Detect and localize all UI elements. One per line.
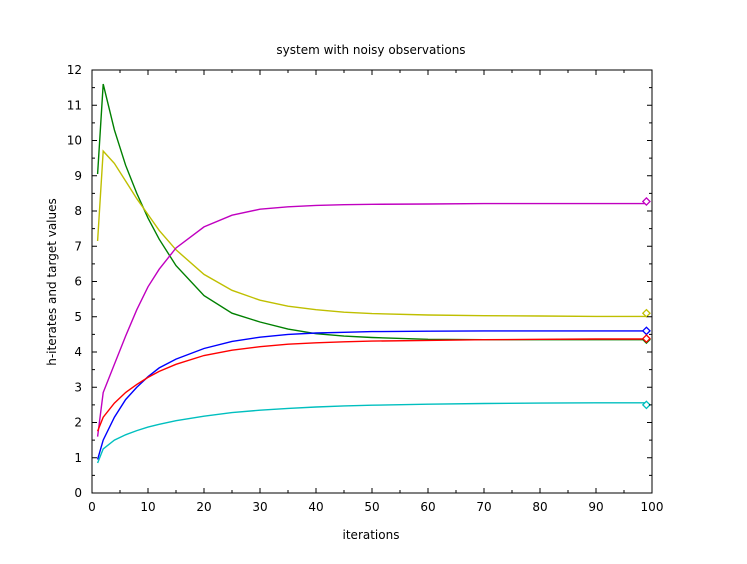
series-line-6 — [96, 402, 647, 464]
target-marker-2 — [641, 308, 651, 318]
x-tick-label: 90 — [588, 500, 603, 514]
y-tick-label: 11 — [67, 98, 82, 112]
x-tick-label: 40 — [308, 500, 323, 514]
target-marker-6 — [641, 400, 651, 410]
chart-title: system with noisy observations — [276, 43, 465, 57]
y-tick-label: 2 — [74, 416, 82, 430]
x-tick-label: 50 — [364, 500, 379, 514]
series-line-2 — [96, 149, 647, 318]
x-axis-label: iterations — [343, 528, 400, 542]
y-tick-label: 5 — [74, 310, 82, 324]
series-layer — [96, 83, 647, 464]
x-tick-label: 60 — [420, 500, 435, 514]
x-tick-label: 0 — [88, 500, 96, 514]
y-tick-label: 0 — [74, 486, 82, 500]
y-tick-label: 12 — [67, 63, 82, 77]
series-line-1 — [96, 83, 647, 341]
y-axis-label: h-iterates and target values — [45, 198, 59, 366]
y-tick-label: 8 — [74, 204, 82, 218]
y-tick-label: 9 — [74, 169, 82, 183]
target-marker-3 — [641, 196, 651, 207]
series-line-3 — [96, 202, 647, 437]
series-line-4 — [96, 330, 647, 460]
x-tick-label: 10 — [140, 500, 155, 514]
series-line-5 — [96, 338, 647, 432]
x-tick-label: 70 — [476, 500, 491, 514]
plot-frame — [91, 69, 653, 494]
target-marker-layer — [641, 196, 651, 410]
x-tick-label: 100 — [641, 500, 664, 514]
x-axis-ticks: 0 10 20 30 40 50 60 70 80 90 100 — [88, 70, 663, 514]
y-tick-label: 7 — [74, 239, 82, 253]
y-tick-label: 6 — [74, 275, 82, 289]
y-tick-label: 3 — [74, 380, 82, 394]
target-marker-5 — [641, 334, 651, 344]
x-tick-label: 30 — [252, 500, 267, 514]
y-tick-label: 1 — [74, 451, 82, 465]
y-tick-label: 4 — [74, 345, 82, 359]
y-tick-label: 10 — [67, 134, 82, 148]
x-tick-label: 20 — [196, 500, 211, 514]
x-tick-label: 80 — [532, 500, 547, 514]
target-marker-4 — [641, 326, 651, 336]
